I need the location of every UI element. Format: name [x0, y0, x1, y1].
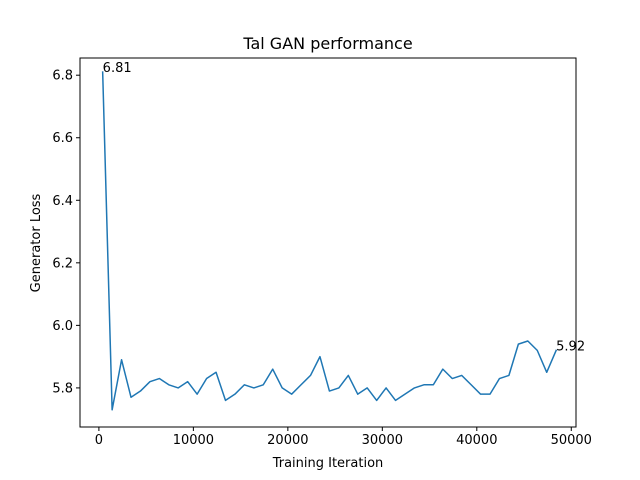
- y-tick-label: 6.0: [52, 319, 73, 334]
- plot-layer: [101, 71, 558, 411]
- data-label: 6.81: [103, 61, 132, 76]
- x-axis: 0 10000 20000 30000 40000 50000: [95, 427, 592, 448]
- y-tick-label: 6.8: [52, 69, 73, 84]
- y-tick-label: 6.6: [52, 131, 73, 146]
- y-axis-label: Generator Loss: [29, 193, 44, 292]
- chart-title: Tal GAN performance: [242, 34, 412, 53]
- data-label: 5.92: [556, 339, 585, 354]
- annotations: 6.81 5.92: [103, 61, 585, 354]
- x-tick-label: 20000: [267, 433, 308, 448]
- plot-frame: [79, 57, 577, 428]
- y-tick-label: 6.2: [52, 256, 73, 271]
- x-tick-label: 30000: [362, 433, 403, 448]
- y-tick-label: 5.8: [52, 381, 73, 396]
- x-tick-label: 10000: [173, 433, 214, 448]
- x-tick-label: 40000: [456, 433, 497, 448]
- x-tick-label: 0: [95, 433, 103, 448]
- y-axis: 5.8 6.0 6.2 6.4 6.6 6.8: [52, 69, 80, 396]
- series-line-0: [101, 71, 558, 411]
- y-tick-label: 6.4: [52, 194, 73, 209]
- x-axis-label: Training Iteration: [272, 456, 384, 471]
- x-tick-label: 50000: [551, 433, 592, 448]
